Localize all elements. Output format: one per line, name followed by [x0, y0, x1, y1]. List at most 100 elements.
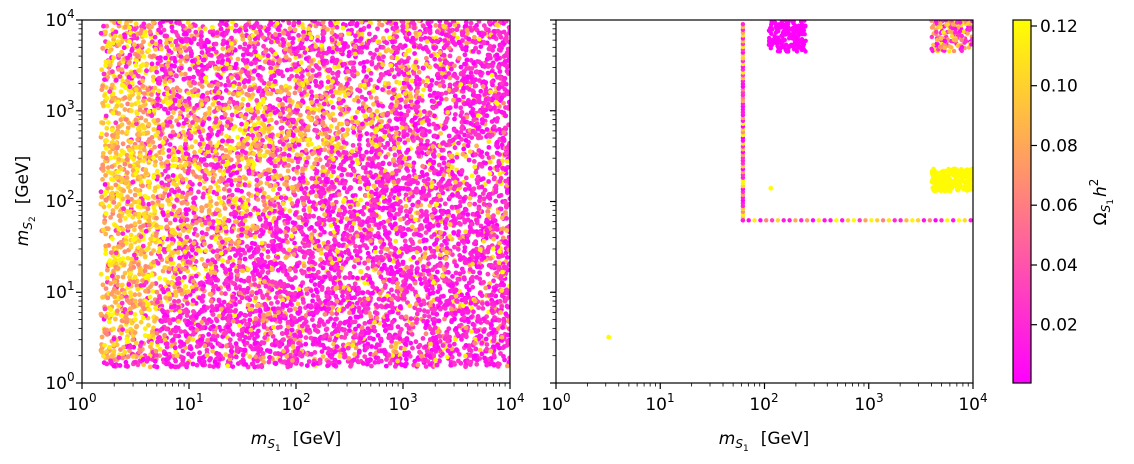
scatter-point — [194, 362, 200, 368]
scatter-point — [240, 352, 246, 358]
scatter-point — [507, 196, 510, 201]
scatter-point — [120, 196, 126, 202]
scatter-point — [192, 150, 197, 155]
scatter-point — [138, 251, 144, 257]
scatter-point — [281, 141, 286, 147]
scatter-point — [247, 312, 253, 317]
scatter-point — [308, 278, 314, 284]
scatter-point — [227, 188, 232, 193]
scatter-point — [164, 326, 169, 332]
scatter-point — [356, 142, 362, 148]
scatter-point — [245, 266, 251, 272]
scatter-point — [298, 130, 304, 136]
scatter-point — [197, 181, 203, 187]
scatter-point — [402, 231, 408, 237]
scatter-point — [463, 364, 468, 370]
scatter-point — [409, 78, 415, 84]
scatter-point — [342, 275, 348, 280]
scatter-point — [237, 163, 243, 169]
scatter-point — [250, 133, 256, 138]
scatter-point — [480, 301, 485, 306]
scatter-point — [372, 310, 378, 315]
scatter-point — [152, 144, 158, 150]
scatter-point — [488, 55, 493, 61]
scatter-point — [504, 188, 510, 194]
scatter-point — [395, 280, 400, 286]
scatter-point — [255, 72, 261, 78]
scatter-point — [99, 334, 105, 340]
scatter-point — [473, 346, 479, 352]
scatter-point — [212, 337, 218, 343]
scatter-point — [476, 305, 481, 311]
scatter-point — [487, 166, 493, 171]
scatter-point — [357, 179, 363, 185]
scatter-point — [230, 126, 236, 132]
scatter-point — [229, 182, 235, 188]
scatter-point — [394, 125, 400, 131]
scatter-point — [459, 109, 465, 115]
scatter-point — [289, 73, 295, 79]
scatter-point — [122, 349, 128, 355]
scatter-point — [393, 341, 399, 346]
scatter-point — [286, 20, 292, 26]
scatter-point — [413, 30, 419, 36]
scatter-point — [169, 42, 175, 48]
scatter-point — [301, 207, 307, 213]
scatter-point — [287, 97, 292, 102]
scatter-point — [265, 249, 271, 255]
scatter-point — [289, 284, 295, 290]
scatter-point — [417, 342, 423, 348]
scatter-point — [301, 263, 307, 269]
scatter-point — [182, 266, 188, 272]
scatter-point — [106, 203, 112, 209]
scatter-point — [421, 267, 427, 273]
scatter-point — [239, 189, 245, 194]
scatter-point — [334, 125, 340, 131]
scatter-point — [270, 187, 276, 193]
scatter-point — [199, 30, 204, 35]
scatter-point — [334, 24, 340, 30]
scatter-point — [403, 208, 409, 214]
scatter-point — [263, 219, 269, 225]
scatter-point — [291, 20, 297, 26]
scatter-point — [103, 231, 109, 237]
scatter-point — [432, 56, 438, 62]
scatter-point — [382, 225, 387, 230]
scatter-point — [186, 228, 192, 234]
scatter-point — [438, 131, 443, 136]
scatter-point — [183, 284, 189, 289]
scatter-point — [150, 194, 156, 199]
scatter-point — [192, 87, 198, 92]
scatter-point — [341, 185, 347, 191]
scatter-point — [354, 109, 360, 115]
scatter-point — [351, 264, 357, 270]
scatter-point — [135, 160, 141, 166]
scatter-point — [374, 47, 380, 53]
scatter-point — [313, 287, 319, 292]
scatter-point — [485, 70, 491, 76]
scatter-point — [189, 144, 195, 150]
scatter-point — [441, 126, 447, 131]
scatter-point — [115, 231, 121, 237]
scatter-point — [328, 89, 334, 94]
scatter-point — [255, 197, 261, 202]
scatter-point — [113, 120, 119, 126]
scatter-point — [315, 294, 320, 300]
scatter-point — [302, 190, 307, 196]
scatter-point — [137, 268, 143, 274]
scatter-point — [330, 45, 336, 51]
scatter-point — [209, 235, 215, 240]
scatter-point — [109, 185, 114, 191]
scatter-point — [275, 325, 281, 330]
scatter-point — [403, 203, 409, 209]
scatter-point — [178, 110, 183, 115]
scatter-point — [125, 255, 131, 261]
scatter-point — [284, 303, 290, 309]
scatter-point — [199, 137, 205, 143]
scatter-point — [190, 93, 196, 99]
scatter-point — [390, 309, 395, 315]
scatter-point — [307, 208, 313, 214]
scatter-point — [202, 162, 208, 168]
scatter-point — [403, 314, 409, 320]
scatter-point — [240, 96, 246, 102]
